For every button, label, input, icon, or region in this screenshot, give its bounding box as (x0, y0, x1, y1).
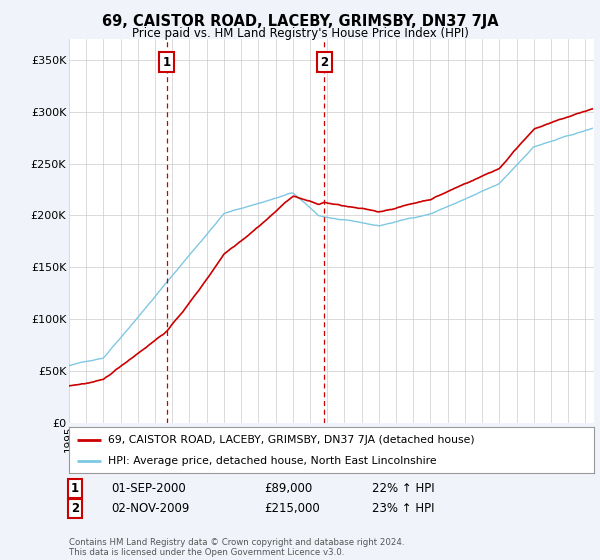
Text: 2: 2 (71, 502, 79, 515)
Text: 01-SEP-2000: 01-SEP-2000 (111, 482, 186, 495)
Text: Price paid vs. HM Land Registry's House Price Index (HPI): Price paid vs. HM Land Registry's House … (131, 27, 469, 40)
Text: 2: 2 (320, 55, 329, 68)
Text: Contains HM Land Registry data © Crown copyright and database right 2024.
This d: Contains HM Land Registry data © Crown c… (69, 538, 404, 557)
Text: 69, CAISTOR ROAD, LACEBY, GRIMSBY, DN37 7JA: 69, CAISTOR ROAD, LACEBY, GRIMSBY, DN37 … (101, 14, 499, 29)
Text: 02-NOV-2009: 02-NOV-2009 (111, 502, 190, 515)
Text: 69, CAISTOR ROAD, LACEBY, GRIMSBY, DN37 7JA (detached house): 69, CAISTOR ROAD, LACEBY, GRIMSBY, DN37 … (109, 435, 475, 445)
Text: 1: 1 (71, 482, 79, 495)
Text: HPI: Average price, detached house, North East Lincolnshire: HPI: Average price, detached house, Nort… (109, 456, 437, 466)
Text: 22% ↑ HPI: 22% ↑ HPI (372, 482, 434, 495)
Text: 1: 1 (163, 55, 170, 68)
Text: £215,000: £215,000 (264, 502, 320, 515)
Text: £89,000: £89,000 (264, 482, 312, 495)
Text: 23% ↑ HPI: 23% ↑ HPI (372, 502, 434, 515)
